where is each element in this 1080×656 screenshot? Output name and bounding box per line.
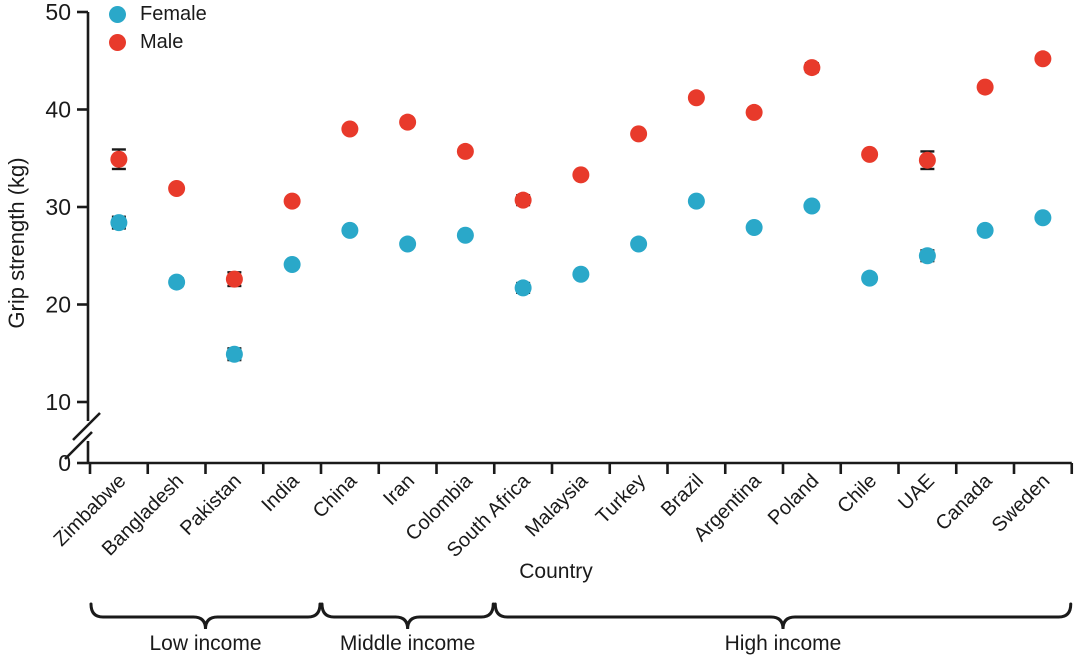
point-male-china — [341, 120, 359, 138]
point-male-iran — [399, 113, 417, 131]
point-female-chile — [861, 269, 879, 287]
x-tick-label: Chile — [833, 470, 881, 518]
axis-break-icon — [72, 412, 101, 441]
group-brace — [493, 602, 1073, 630]
point-female-uae — [918, 247, 936, 265]
point-female-bangladesh — [168, 273, 186, 291]
x-tick-label: China — [309, 469, 362, 522]
point-female-colombia — [456, 226, 474, 244]
y-tick-label: 50 — [45, 0, 71, 25]
x-tick-label: Sweden — [988, 470, 1055, 537]
y-tick-label: 30 — [45, 194, 71, 220]
x-tick-label: Poland — [764, 470, 824, 530]
point-female-argentina — [745, 218, 763, 236]
legend: Female Male — [109, 0, 207, 56]
group-brace — [320, 602, 495, 630]
point-female-malaysia — [572, 265, 590, 283]
point-female-china — [341, 221, 359, 239]
point-male-bangladesh — [168, 179, 186, 197]
y-tick-label: 0 — [58, 450, 71, 476]
point-male-argentina — [745, 103, 763, 121]
point-female-iran — [399, 235, 417, 253]
point-male-south-africa — [514, 191, 532, 209]
x-tick-label: Malaysia — [521, 469, 593, 541]
y-tick-label: 20 — [45, 292, 71, 318]
point-female-poland — [803, 197, 821, 215]
point-female-brazil — [687, 192, 705, 210]
x-tick-label: Pakistan — [176, 470, 246, 540]
axis-break-icon — [64, 431, 93, 460]
point-male-uae — [918, 151, 936, 169]
point-female-india — [283, 256, 301, 274]
point-female-zimbabwe — [110, 214, 128, 232]
point-female-turkey — [630, 235, 648, 253]
point-female-sweden — [1034, 209, 1052, 227]
point-female-south-africa — [514, 279, 532, 297]
y-tick-label: 10 — [45, 389, 71, 415]
y-axis-title: Grip strength (kg) — [4, 157, 29, 329]
group-label-low-income: Low income — [149, 632, 262, 655]
x-axis-title: Country — [519, 560, 593, 583]
point-male-pakistan — [225, 270, 243, 288]
y-tick-label: 40 — [45, 97, 71, 123]
point-male-poland — [803, 59, 821, 77]
male-marker-icon — [109, 33, 126, 51]
point-male-malaysia — [572, 166, 590, 184]
x-tick-label: Canada — [932, 469, 998, 535]
point-male-sweden — [1034, 50, 1052, 68]
x-tick-label: UAE — [894, 470, 939, 515]
x-tick-label: Iran — [379, 470, 419, 510]
point-male-india — [283, 192, 301, 210]
legend-label-female: Female — [140, 2, 207, 25]
x-tick-label: Brazil — [657, 470, 708, 521]
point-male-chile — [861, 145, 879, 163]
point-female-pakistan — [225, 345, 243, 363]
point-female-canada — [976, 221, 994, 239]
x-tick-label: India — [257, 469, 304, 516]
point-male-brazil — [687, 89, 705, 107]
female-marker-icon — [109, 5, 126, 23]
group-label-high-income: High income — [724, 632, 842, 655]
group-brace — [89, 602, 322, 630]
point-male-turkey — [630, 125, 648, 143]
legend-label-male: Male — [140, 30, 184, 53]
group-label-middle-income: Middle income — [339, 632, 476, 655]
legend-item-male: Male — [109, 28, 207, 56]
x-tick-label: Turkey — [592, 470, 650, 528]
point-male-colombia — [456, 142, 474, 160]
point-male-canada — [976, 78, 994, 96]
legend-item-female: Female — [109, 0, 207, 28]
point-male-zimbabwe — [110, 150, 128, 168]
